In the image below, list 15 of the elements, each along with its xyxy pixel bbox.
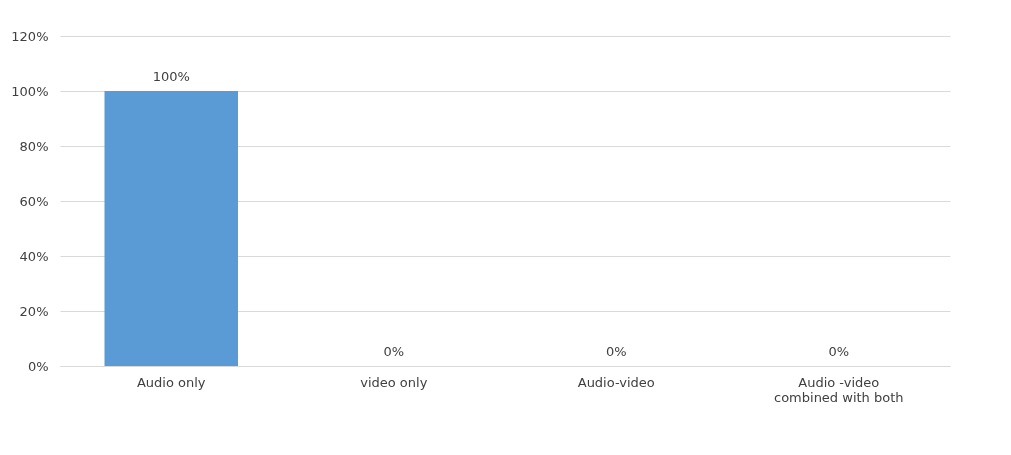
y-tick-label: 20%: [19, 303, 49, 319]
x-tick-label: video only: [360, 374, 428, 390]
x-tick-label: Audio-video: [577, 374, 655, 390]
y-tick-label: 120%: [11, 28, 49, 44]
y-tick-label: 40%: [19, 248, 49, 264]
y-tick-label: 100%: [11, 83, 49, 99]
y-tick-label: 60%: [19, 193, 49, 209]
data-label: 100%: [152, 69, 190, 84]
x-tick-label: Audio only: [136, 374, 206, 390]
data-label: 0%: [828, 344, 850, 359]
y-tick-label: 0%: [27, 358, 49, 374]
data-label: 0%: [605, 344, 627, 359]
x-tick-label: Audio -video combined with both: [773, 374, 904, 405]
data-label: 0%: [383, 344, 405, 359]
y-tick-label: 80%: [19, 138, 49, 154]
